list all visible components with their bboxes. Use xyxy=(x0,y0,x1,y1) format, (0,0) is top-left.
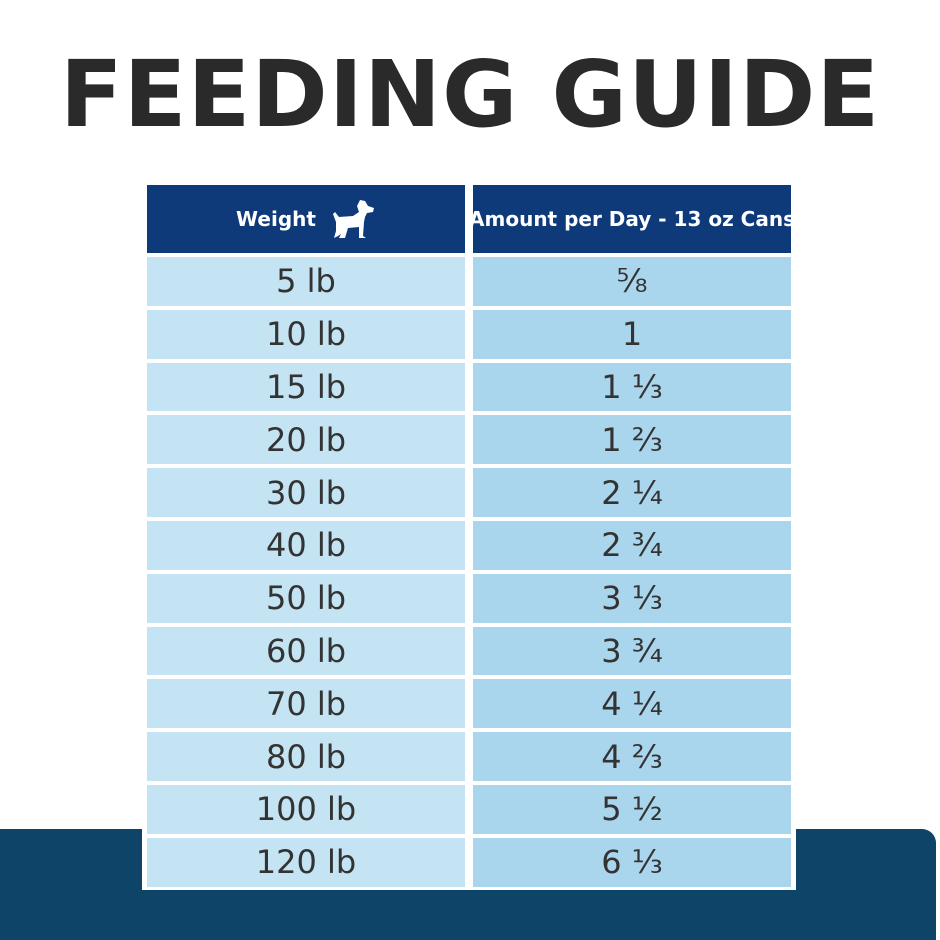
weight-cell: 50 lb xyxy=(147,573,465,623)
feeding-table: Weight Amount per Day - 13 oz Cans 5 lb … xyxy=(142,181,796,890)
header-amount: Amount per Day - 13 oz Cans xyxy=(469,185,795,253)
weight-cell: 30 lb xyxy=(147,468,465,517)
weight-cell: 60 lb xyxy=(147,626,465,676)
amount-cell: 4 ¼ xyxy=(473,679,791,729)
amount-cell: 5 ½ xyxy=(473,784,791,834)
amount-cell: ⅝ xyxy=(473,257,791,306)
weight-cell: 70 lb xyxy=(147,679,465,729)
weight-cell: 80 lb xyxy=(147,732,465,781)
weight-cell: 120 lb xyxy=(147,837,465,887)
weight-cell: 15 lb xyxy=(147,362,465,412)
weight-cell: 10 lb xyxy=(147,309,465,359)
weight-cell: 100 lb xyxy=(147,784,465,834)
dog-icon xyxy=(332,200,374,238)
amount-cell: 3 ¾ xyxy=(473,626,791,676)
weight-cell: 40 lb xyxy=(147,520,465,570)
weight-cell: 20 lb xyxy=(147,415,465,465)
amount-cell: 1 ⅓ xyxy=(473,362,791,412)
amount-cell: 2 ¾ xyxy=(473,520,791,570)
amount-cell: 4 ⅔ xyxy=(473,732,791,781)
amount-cell: 3 ⅓ xyxy=(473,573,791,623)
header-amount-label: Amount per Day - 13 oz Cans xyxy=(469,207,795,231)
amount-cell: 2 ¼ xyxy=(473,468,791,517)
header-weight-label: Weight xyxy=(236,207,316,231)
amount-cell: 6 ⅓ xyxy=(473,837,791,887)
feeding-table-grid: Weight Amount per Day - 13 oz Cans 5 lb … xyxy=(147,185,795,887)
amount-cell: 1 ⅔ xyxy=(473,415,791,465)
header-weight: Weight xyxy=(147,185,465,253)
page-title: FEEDING GUIDE xyxy=(59,41,881,148)
amount-cell: 1 xyxy=(473,309,791,359)
weight-cell: 5 lb xyxy=(147,257,465,306)
